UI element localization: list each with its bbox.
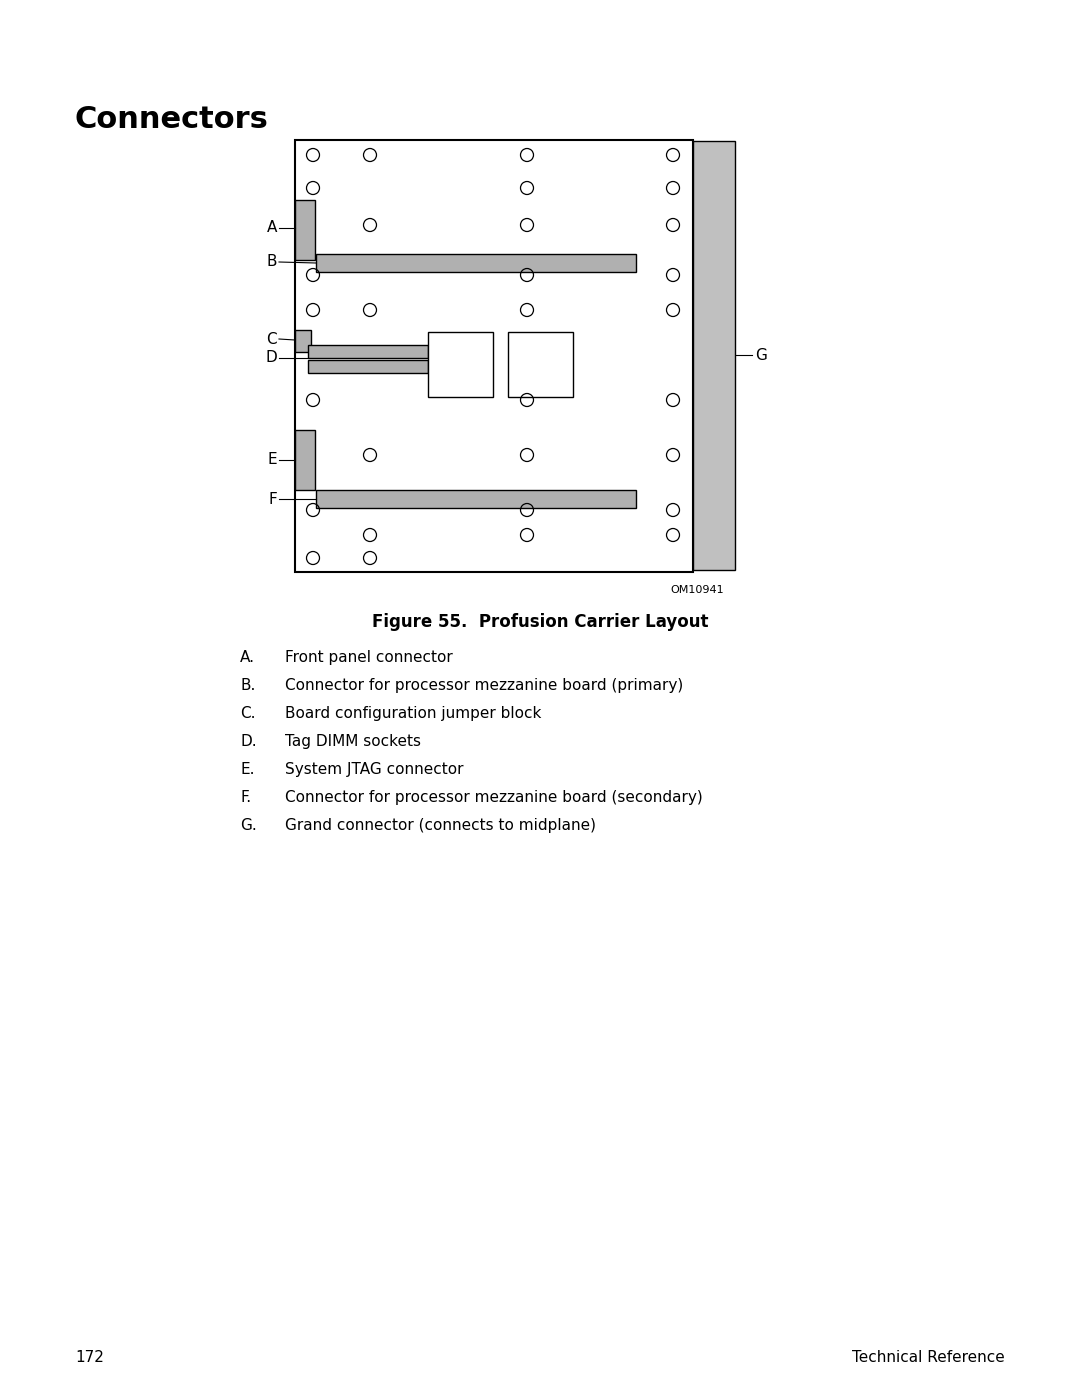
Text: A: A (267, 221, 276, 236)
Bar (308, 360, 428, 373)
Text: Connector for processor mezzanine board (primary): Connector for processor mezzanine board … (285, 678, 684, 693)
Text: G.: G. (240, 819, 257, 833)
Text: System JTAG connector: System JTAG connector (285, 761, 463, 777)
Bar (316, 254, 636, 272)
Text: F.: F. (240, 789, 252, 805)
Text: Tag DIMM sockets: Tag DIMM sockets (285, 733, 421, 749)
Text: F: F (268, 492, 276, 507)
Text: Front panel connector: Front panel connector (285, 650, 453, 665)
Text: C.: C. (240, 705, 256, 721)
Text: C: C (267, 331, 276, 346)
Text: D: D (266, 351, 276, 366)
Text: Figure 55.  Profusion Carrier Layout: Figure 55. Profusion Carrier Layout (372, 613, 708, 631)
Bar (295, 140, 693, 571)
Text: Connectors: Connectors (75, 105, 269, 134)
Text: 172: 172 (75, 1350, 104, 1365)
Bar (428, 332, 492, 397)
Bar (295, 200, 315, 260)
Text: Grand connector (connects to midplane): Grand connector (connects to midplane) (285, 819, 596, 833)
Text: Technical Reference: Technical Reference (852, 1350, 1005, 1365)
Bar (308, 345, 428, 358)
Text: OM10941: OM10941 (670, 585, 724, 595)
Text: E.: E. (240, 761, 255, 777)
Text: G: G (755, 348, 767, 362)
Bar (295, 430, 315, 490)
Text: Board configuration jumper block: Board configuration jumper block (285, 705, 541, 721)
Text: D.: D. (240, 733, 257, 749)
Bar (508, 332, 573, 397)
Text: Connector for processor mezzanine board (secondary): Connector for processor mezzanine board … (285, 789, 703, 805)
Text: E: E (268, 453, 276, 468)
Text: B: B (267, 254, 276, 270)
Bar (693, 141, 735, 570)
Bar (295, 330, 311, 352)
Text: B.: B. (240, 678, 255, 693)
Bar (316, 490, 636, 509)
Text: A.: A. (240, 650, 255, 665)
